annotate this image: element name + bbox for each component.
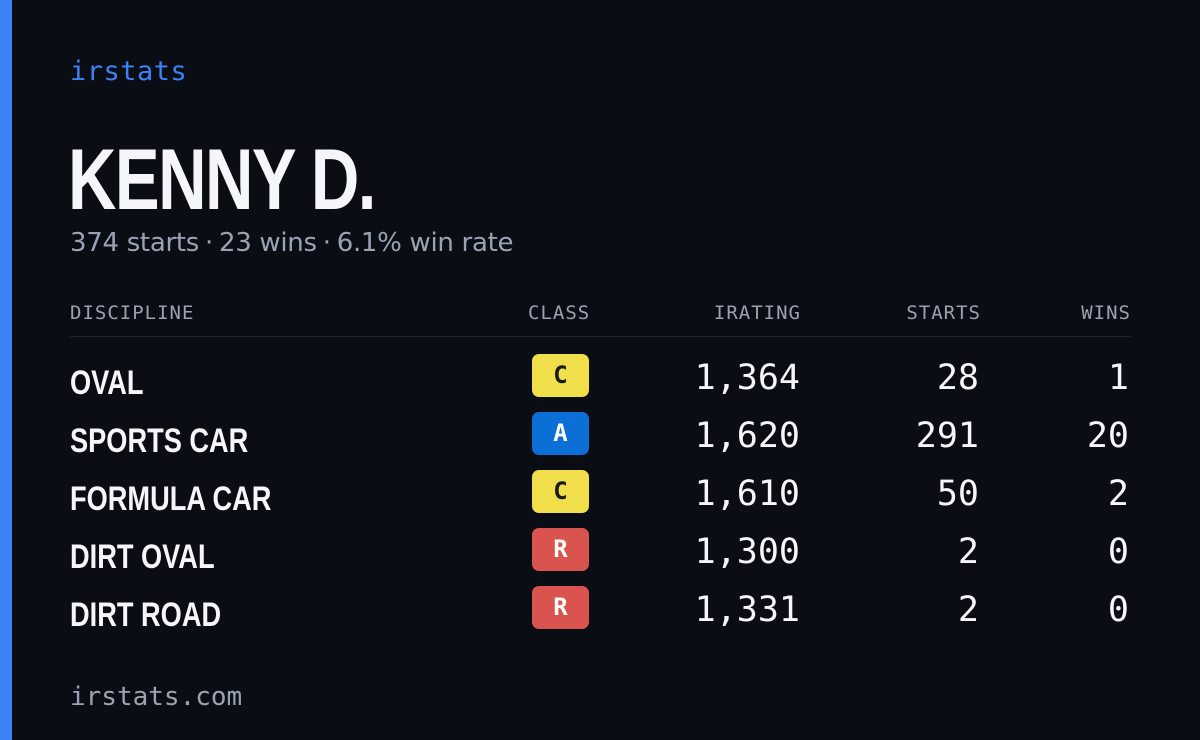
discipline-name: DIRT OVAL — [70, 538, 215, 576]
wins-value: 0 — [1107, 532, 1129, 572]
class-badge: C — [532, 470, 589, 513]
driver-name: KENNY D. — [68, 132, 376, 228]
starts-value: 291 — [915, 416, 979, 456]
starts-value: 50 — [936, 474, 979, 514]
header-discipline: DISCIPLINE — [70, 302, 195, 324]
table-row: FORMULA CAR C 1,610 50 2 — [70, 470, 1131, 530]
wins-summary: 23 wins — [218, 228, 317, 258]
header-starts: STARTS — [906, 302, 981, 324]
discipline-name: OVAL — [70, 364, 144, 402]
starts-value: 2 — [957, 532, 979, 572]
starts-value: 28 — [936, 358, 979, 398]
table-row: DIRT OVAL R 1,300 2 0 — [70, 528, 1131, 588]
table-header: DISCIPLINE CLASS IRATING STARTS WINS — [70, 300, 1131, 337]
class-badge: A — [532, 412, 589, 455]
table-row: OVAL C 1,364 28 1 — [70, 354, 1131, 414]
discipline-name: DIRT ROAD — [70, 596, 222, 634]
starts-summary: 374 starts — [70, 228, 199, 258]
wins-value: 20 — [1086, 416, 1129, 456]
footer-url: irstats.com — [70, 682, 243, 712]
brand-logo: irstats — [70, 56, 188, 87]
wins-value: 1 — [1107, 358, 1129, 398]
irating-value: 1,364 — [694, 358, 800, 398]
class-badge: R — [532, 528, 589, 571]
header-wins: WINS — [1081, 302, 1131, 324]
table-row: DIRT ROAD R 1,331 2 0 — [70, 586, 1131, 646]
accent-bar — [0, 0, 12, 740]
separator: · — [322, 228, 331, 258]
wins-value: 2 — [1107, 474, 1129, 514]
class-badge: C — [532, 354, 589, 397]
wins-value: 0 — [1107, 590, 1129, 630]
header-irating: IRATING — [713, 302, 801, 324]
separator: · — [205, 228, 213, 258]
irating-value: 1,610 — [694, 474, 800, 514]
header-class: CLASS — [528, 302, 591, 324]
table-row: SPORTS CAR A 1,620 291 20 — [70, 412, 1131, 472]
win-rate-summary: 6.1% win rate — [336, 228, 514, 258]
class-badge: R — [532, 586, 589, 629]
irating-value: 1,620 — [694, 416, 800, 456]
driver-summary: 374 starts · 23 wins · 6.1% win rate — [70, 228, 513, 258]
discipline-name: SPORTS CAR — [70, 422, 249, 460]
starts-value: 2 — [957, 590, 979, 630]
discipline-name: FORMULA CAR — [70, 480, 272, 518]
irating-value: 1,331 — [694, 590, 800, 630]
irating-value: 1,300 — [694, 532, 800, 572]
